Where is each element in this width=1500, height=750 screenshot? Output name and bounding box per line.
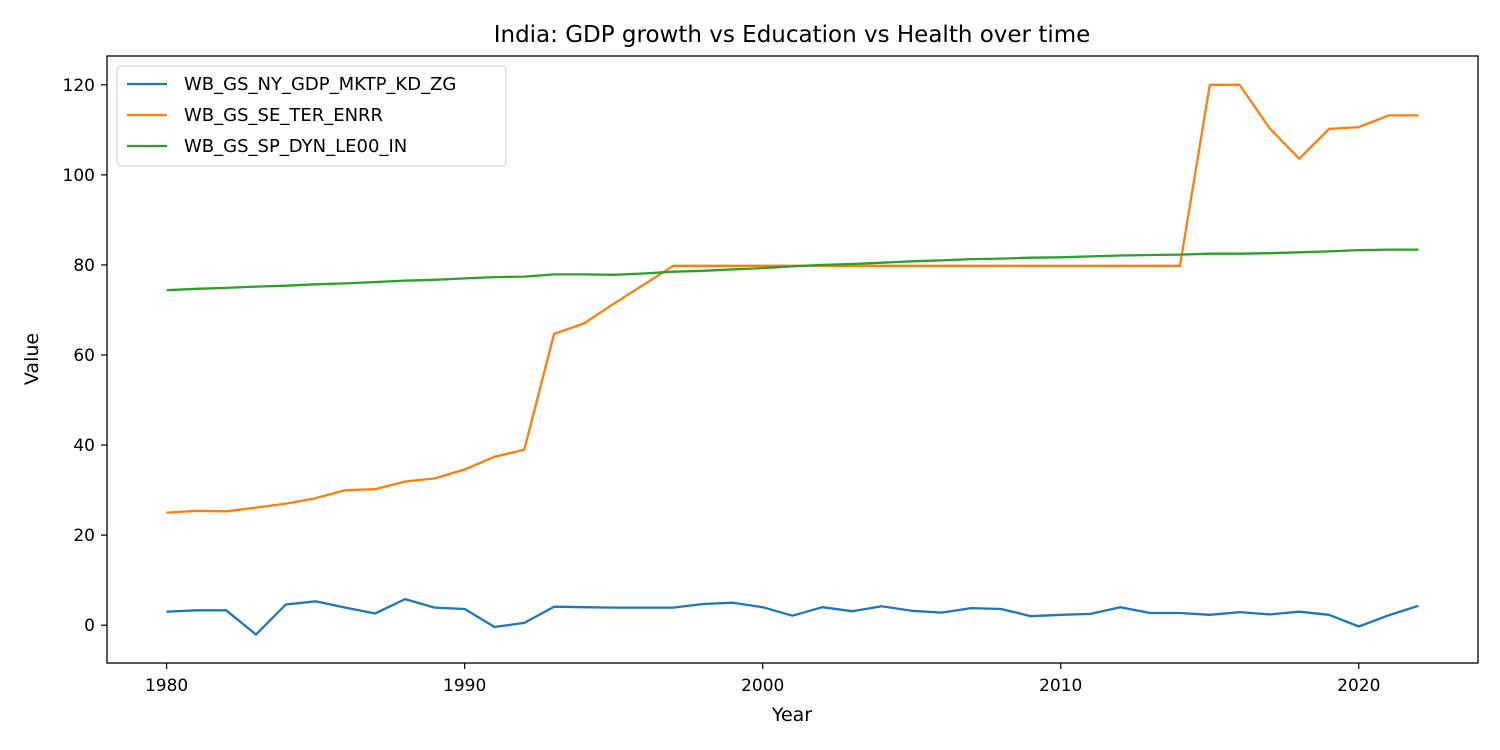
x-tick-label: 2000 bbox=[741, 676, 784, 696]
y-tick-label: 80 bbox=[73, 256, 95, 276]
y-tick-label: 20 bbox=[73, 526, 95, 546]
x-tick-label: 2010 bbox=[1039, 676, 1082, 696]
x-tick-label: 2020 bbox=[1337, 676, 1380, 696]
y-tick-label: 40 bbox=[73, 436, 95, 456]
legend: WB_GS_NY_GDP_MKTP_KD_ZG WB_GS_SE_TER_ENRR… bbox=[116, 65, 507, 167]
legend-label-0: WB_GS_NY_GDP_MKTP_KD_ZG bbox=[184, 74, 456, 95]
series-line-0 bbox=[166, 597, 1419, 636]
series-line-2 bbox=[166, 248, 1419, 292]
axes-frame bbox=[106, 55, 1479, 664]
plot-area bbox=[166, 83, 1419, 636]
axis-ticks: 1980 1990 2000 2010 2020 0 20 40 60 80 100 120 bbox=[63, 76, 1381, 696]
y-tick-label: 120 bbox=[63, 76, 95, 96]
y-tick-label: 60 bbox=[73, 346, 95, 366]
x-tick-label: 1980 bbox=[145, 676, 188, 696]
y-axis-label: Value bbox=[21, 333, 43, 385]
y-tick-label: 0 bbox=[84, 616, 95, 636]
legend-label-2: WB_GS_SP_DYN_LE00_IN bbox=[184, 136, 407, 157]
chart-title: India: GDP growth vs Education vs Health… bbox=[494, 22, 1091, 48]
x-axis-label: Year bbox=[771, 704, 812, 726]
x-tick-label: 1990 bbox=[443, 676, 486, 696]
y-tick-label: 100 bbox=[63, 166, 95, 186]
legend-label-1: WB_GS_SE_TER_ENRR bbox=[184, 105, 383, 126]
legend-box bbox=[116, 65, 507, 167]
